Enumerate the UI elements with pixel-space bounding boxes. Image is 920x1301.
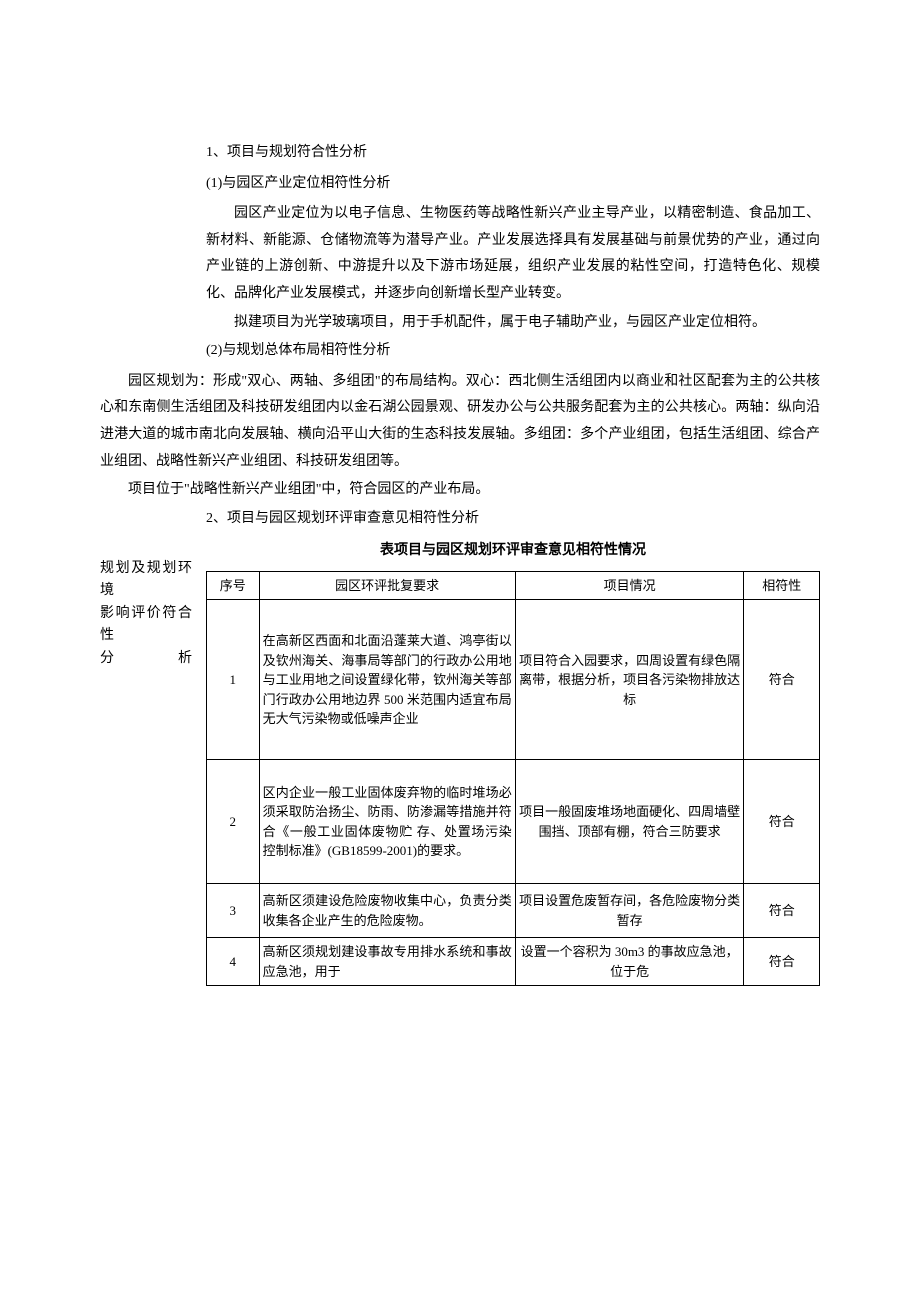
cell-req: 高新区须规划建设事故专用排水系统和事故应急池，用于: [259, 938, 515, 986]
cell-num: 1: [207, 600, 260, 760]
table-header-row: 序号 园区环评批复要求 项目情况 相符性: [207, 571, 820, 600]
section1-sub2-p2: 项目位于"战略性新兴产业组团"中，符合园区的产业布局。: [100, 477, 820, 504]
table-row: 1 在高新区西面和北面沿蓬莱大道、鸿亭街以及钦州海关、海事局等部门的行政办公用地…: [207, 600, 820, 760]
th-num: 序号: [207, 571, 260, 600]
section1-sub1-heading: (1)与园区产业定位相符性分析: [206, 171, 820, 198]
cell-req: 高新区须建设危险废物收集中心，负责分类收集各企业产生的危险废物。: [259, 884, 515, 938]
section1-sub1-p2: 拟建项目为光学玻璃项目，用于手机配件，属于电子辅助产业，与园区产业定位相符。: [206, 310, 820, 337]
section2-heading: 2、项目与园区规划环评审查意见相符性分析: [206, 506, 820, 533]
page-wrapper: 规划及规划环境 影响评价符合性 分析 1、项目与规划符合性分析 (1)与园区产业…: [100, 140, 820, 986]
cell-comp: 符合: [744, 884, 820, 938]
cell-num: 2: [207, 760, 260, 884]
cell-proj: 项目设置危废暂存间，各危险废物分类暂存: [515, 884, 744, 938]
table-body: 1 在高新区西面和北面沿蓬莱大道、鸿亭街以及钦州海关、海事局等部门的行政办公用地…: [207, 600, 820, 986]
table-title: 表项目与园区规划环评审查意见相符性情况: [206, 538, 820, 565]
th-req: 园区环评批复要求: [259, 571, 515, 600]
cell-comp: 符合: [744, 938, 820, 986]
fullwidth-block: 园区规划为：形成"双心、两轴、多组团"的布局结构。双心：西北侧生活组团内以商业和…: [100, 369, 820, 504]
left-label-line3: 分析: [100, 648, 192, 670]
table-row: 4 高新区须规划建设事故专用排水系统和事故应急池，用于 设置一个容积为 30m3…: [207, 938, 820, 986]
cell-comp: 符合: [744, 600, 820, 760]
compat-table: 序号 园区环评批复要求 项目情况 相符性 1 在高新区西面和北面沿蓬莱大道、鸿亭…: [206, 571, 820, 987]
section1-sub2-p1: 园区规划为：形成"双心、两轴、多组团"的布局结构。双心：西北侧生活组团内以商业和…: [100, 369, 820, 475]
cell-num: 4: [207, 938, 260, 986]
cell-proj: 项目符合入园要求，四周设置有绿色隔离带，根据分析，项目各污染物排放达标: [515, 600, 744, 760]
cell-proj: 设置一个容积为 30m3 的事故应急池，位于危: [515, 938, 744, 986]
cell-num: 3: [207, 884, 260, 938]
section1-heading: 1、项目与规划符合性分析: [206, 140, 820, 167]
left-label-line2: 影响评价符合性: [100, 603, 192, 648]
th-proj: 项目情况: [515, 571, 744, 600]
table-row: 3 高新区须建设危险废物收集中心，负责分类收集各企业产生的危险废物。 项目设置危…: [207, 884, 820, 938]
cell-proj: 项目一般固废堆场地面硬化、四周墙壁围挡、顶部有棚，符合三防要求: [515, 760, 744, 884]
content-column: 1、项目与规划符合性分析 (1)与园区产业定位相符性分析 园区产业定位为以电子信…: [206, 140, 820, 986]
section1-sub1-p1: 园区产业定位为以电子信息、生物医药等战略性新兴产业主导产业，以精密制造、食品加工…: [206, 201, 820, 307]
left-label-line1: 规划及规划环境: [100, 558, 192, 603]
section1-sub2-heading: (2)与规划总体布局相符性分析: [206, 338, 820, 365]
cell-comp: 符合: [744, 760, 820, 884]
table-row: 2 区内企业一般工业固体废弃物的临时堆场必须采取防治扬尘、防雨、防渗漏等措施并符…: [207, 760, 820, 884]
left-label: 规划及规划环境 影响评价符合性 分析: [100, 140, 192, 986]
cell-req: 在高新区西面和北面沿蓬莱大道、鸿亭街以及钦州海关、海事局等部门的行政办公用地与工…: [259, 600, 515, 760]
th-comp: 相符性: [744, 571, 820, 600]
cell-req: 区内企业一般工业固体废弃物的临时堆场必须采取防治扬尘、防雨、防渗漏等措施并符合《…: [259, 760, 515, 884]
